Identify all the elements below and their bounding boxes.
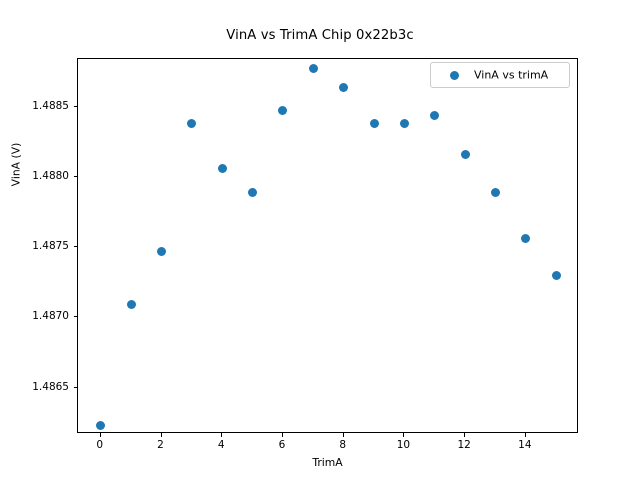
x-axis-tick-label: 12 [457, 439, 471, 451]
scatter-point [126, 300, 136, 310]
scatter-point [308, 64, 318, 74]
scatter-point [460, 150, 470, 159]
scatter-point [217, 164, 227, 174]
scatter-point [369, 119, 379, 129]
legend-label: VinA vs trimA [474, 68, 549, 82]
x-axis-tick [160, 433, 162, 437]
y-axis-tick-label: 1.4875 [32, 240, 69, 253]
scatter-point [187, 119, 197, 129]
scatter-point [551, 270, 561, 280]
x-axis-tick-label: 14 [518, 439, 532, 451]
y-axis-tick-label: 1.4880 [32, 169, 69, 182]
y-axis-tick [73, 316, 78, 318]
y-axis-label: VinA (V) [9, 142, 23, 187]
scatter-point [491, 187, 500, 197]
x-axis-label: TrimA [312, 456, 343, 469]
y-axis-tick [73, 175, 78, 178]
x-axis-tick-label: 4 [217, 439, 225, 451]
y-axis-tick-label: 1.4870 [32, 310, 69, 323]
x-axis-tick [342, 433, 344, 437]
x-axis-tick-label: 6 [278, 439, 286, 451]
x-axis-tick [524, 433, 526, 437]
scatter-point [521, 234, 531, 244]
x-axis-tick-label: 2 [157, 439, 164, 451]
scatter-point [157, 246, 166, 256]
y-axis-tick-label: 1.4885 [32, 99, 69, 112]
legend: VinA vs trimA [430, 62, 570, 88]
scatter-point [278, 106, 288, 116]
y-axis-tick [73, 246, 78, 248]
x-axis-tick-label: 0 [96, 439, 104, 451]
x-axis-tick [221, 433, 223, 437]
chart-title: VinA vs TrimA Chip 0x22b3c [226, 28, 414, 43]
x-axis-tick-label: 8 [339, 439, 347, 451]
scatter-point [248, 187, 258, 197]
x-axis-tick [464, 433, 466, 437]
y-axis-tick [73, 105, 78, 107]
x-axis-tick [403, 433, 405, 437]
legend-marker-icon [450, 70, 459, 80]
plot-area [77, 58, 578, 433]
scatter-point [430, 110, 440, 120]
scatter-point [96, 421, 106, 431]
scatter-points-layer [78, 59, 577, 432]
y-axis-tick [73, 386, 78, 388]
scatter-point [339, 82, 349, 92]
x-axis-tick [281, 433, 283, 437]
x-axis-tick [99, 433, 101, 437]
scatter-point [399, 119, 409, 129]
y-axis-tick-label: 1.4865 [32, 380, 69, 393]
x-axis-tick-label: 10 [396, 439, 411, 451]
